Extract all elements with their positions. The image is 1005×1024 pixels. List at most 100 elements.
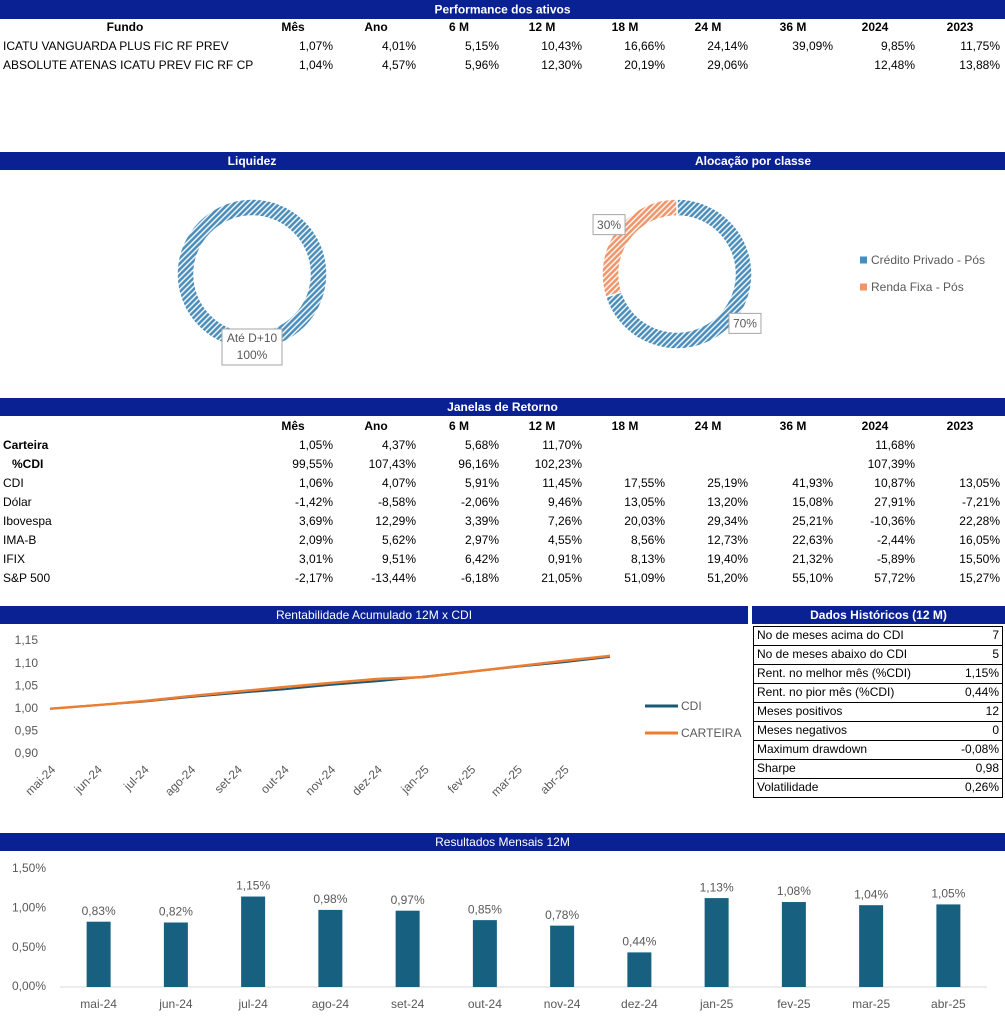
cell: 8,56% [631, 533, 665, 547]
x-tick-label: abr-25 [931, 997, 966, 1011]
cell: 5,68% [465, 438, 499, 452]
row-label: Ibovespa [3, 514, 52, 528]
data-label: 1,13% [700, 880, 734, 894]
fund-name: ICATU VANGUARDA PLUS FIC RF PREV [3, 39, 229, 53]
cell: 0,44% [965, 685, 999, 699]
cell: -5,89% [877, 552, 915, 566]
bar [241, 896, 266, 987]
column-header: 6 M [449, 419, 469, 433]
cell: 13,20% [707, 495, 748, 509]
column-header: 24 M [695, 20, 722, 34]
cell: 20,03% [624, 514, 665, 528]
cell: 102,23% [535, 457, 583, 471]
bar [627, 952, 652, 987]
column-header: Mês [281, 20, 305, 34]
bar [859, 905, 884, 987]
x-tick-label: jul-24 [120, 762, 152, 794]
column-header: Fundo [107, 20, 144, 34]
column-header: Mês [281, 419, 305, 433]
cell: 4,57% [382, 58, 416, 72]
cell: 12,48% [874, 58, 915, 72]
cell: 11,68% [875, 438, 915, 452]
section-header [0, 398, 1005, 416]
x-tick-label: jun-24 [158, 997, 193, 1011]
cell: 51,20% [707, 571, 748, 585]
section-header [0, 833, 1005, 851]
column-header: 24 M [695, 419, 722, 433]
cell: 4,07% [382, 476, 416, 490]
legend-swatch [860, 256, 867, 264]
cell: 4,37% [382, 438, 416, 452]
data-label: 0,85% [468, 902, 502, 916]
x-tick-label: fev-25 [445, 762, 479, 796]
column-header: 12 M [529, 20, 556, 34]
cell: 107,39% [868, 457, 916, 471]
x-tick-label: mai-24 [23, 762, 59, 798]
data-label: 30% [597, 218, 621, 232]
slice-border [601, 198, 678, 299]
slice-border [604, 198, 753, 350]
column-header: 2024 [862, 20, 889, 34]
cell: 10,43% [541, 39, 582, 53]
column-header: 36 M [780, 419, 807, 433]
cell: 3,01% [299, 552, 333, 566]
section-header [0, 0, 1005, 19]
cell: 9,46% [548, 495, 582, 509]
data-label: 1,08% [777, 884, 811, 898]
x-tick-label: ago-24 [162, 762, 199, 799]
y-tick-label: 0,00% [12, 979, 46, 993]
bar [163, 922, 188, 987]
x-tick-label: dez-24 [621, 997, 658, 1011]
bar [86, 921, 111, 987]
line-series [49, 654, 611, 711]
cell: 0,91% [548, 552, 582, 566]
cell: 10,87% [874, 476, 915, 490]
y-tick-label: 1,00 [15, 701, 39, 715]
cell: -0,08% [961, 742, 999, 756]
cell: 4,55% [548, 533, 582, 547]
cell: 2,09% [299, 533, 333, 547]
cell: 22,28% [959, 514, 1000, 528]
section-title: Performance dos ativos [434, 3, 570, 17]
cell: 2,97% [465, 533, 499, 547]
cell: 96,16% [458, 457, 499, 471]
cell: 107,43% [369, 457, 417, 471]
y-tick-label: 1,10 [15, 656, 39, 670]
cell: -13,44% [371, 571, 416, 585]
cell: 13,05% [959, 476, 1000, 490]
legend-label: CDI [681, 699, 702, 713]
table-row [753, 778, 1003, 798]
row-label: No de meses abaixo do CDI [757, 647, 907, 661]
bar [781, 902, 806, 987]
x-tick-label: out-24 [258, 762, 292, 796]
cell: 15,08% [792, 495, 833, 509]
cell: 57,72% [874, 571, 915, 585]
row-label: %CDI [12, 457, 43, 471]
cell: -8,58% [378, 495, 416, 509]
cell: 11,70% [542, 438, 582, 452]
x-tick-label: out-24 [468, 997, 502, 1011]
cell: 7,26% [548, 514, 582, 528]
cell: 0 [992, 723, 999, 737]
cell: -2,17% [295, 571, 333, 585]
cell: 29,06% [707, 58, 748, 72]
cell: -6,18% [461, 571, 499, 585]
row-label: Maximum drawdown [757, 742, 867, 756]
column-header: Ano [364, 20, 387, 34]
row-label: Sharpe [757, 761, 796, 775]
bar [395, 910, 420, 987]
data-label: 70% [733, 317, 757, 331]
x-tick-label: set-24 [212, 762, 246, 796]
cell: 99,55% [292, 457, 333, 471]
data-label: 0,44% [622, 935, 656, 949]
cell: 9,85% [881, 39, 915, 53]
x-tick-label: set-24 [391, 997, 425, 1011]
row-label: Volatilidade [757, 780, 819, 794]
x-tick-label: abr-25 [537, 762, 572, 797]
x-tick-label: jun-24 [71, 762, 105, 796]
column-header: 18 M [612, 419, 639, 433]
cell: 13,88% [959, 58, 1000, 72]
cell: 16,05% [959, 533, 1000, 547]
x-tick-label: ago-24 [312, 997, 350, 1011]
